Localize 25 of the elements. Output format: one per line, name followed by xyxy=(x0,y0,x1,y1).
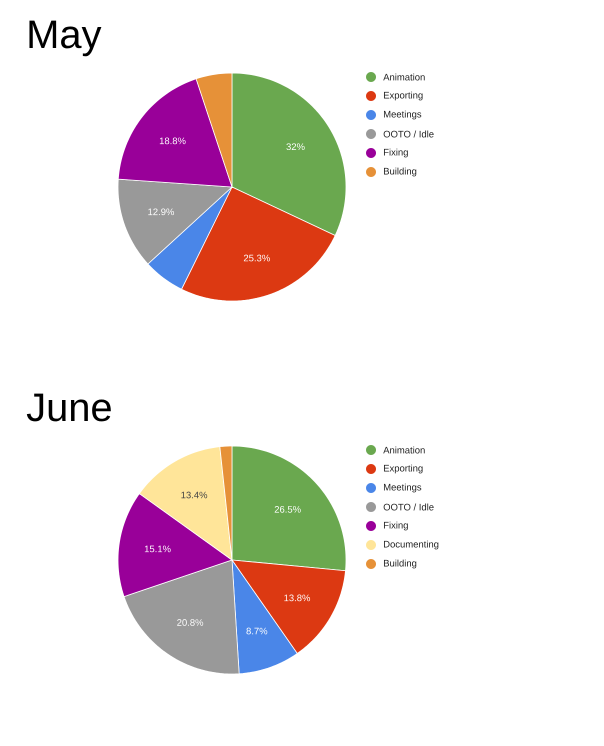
data-label: 8.7% xyxy=(246,628,268,634)
legend-label: Building xyxy=(384,560,416,568)
data-label: 15.1% xyxy=(144,546,171,552)
data-label: 18.8% xyxy=(160,138,186,144)
legend-label: Building xyxy=(384,168,416,176)
legend-label: Animation xyxy=(383,74,425,80)
data-label: 20.8% xyxy=(177,619,204,626)
legend-label: Documenting xyxy=(384,540,438,550)
data-label: 32% xyxy=(286,143,305,150)
data-label: 13.8% xyxy=(284,594,310,602)
legend-label: Fixing xyxy=(384,148,408,158)
legend-label: OOTO / Idle xyxy=(384,504,434,510)
data-label: 26.5% xyxy=(274,506,301,513)
legend-label: Exporting xyxy=(384,92,423,100)
chart-title: June xyxy=(26,394,111,422)
data-label: 13.4% xyxy=(181,492,208,498)
legend-label: Animation xyxy=(383,446,425,454)
legend-label: Meetings xyxy=(384,110,422,120)
legend-label: Fixing xyxy=(384,522,408,530)
legend-label: Meetings xyxy=(384,484,422,492)
data-label: 12.9% xyxy=(148,208,174,216)
legend-label: OOTO / Idle xyxy=(384,130,434,138)
legend-label: Exporting xyxy=(384,464,423,474)
chart-title: May xyxy=(29,20,102,56)
data-label: 25.3% xyxy=(244,254,270,262)
